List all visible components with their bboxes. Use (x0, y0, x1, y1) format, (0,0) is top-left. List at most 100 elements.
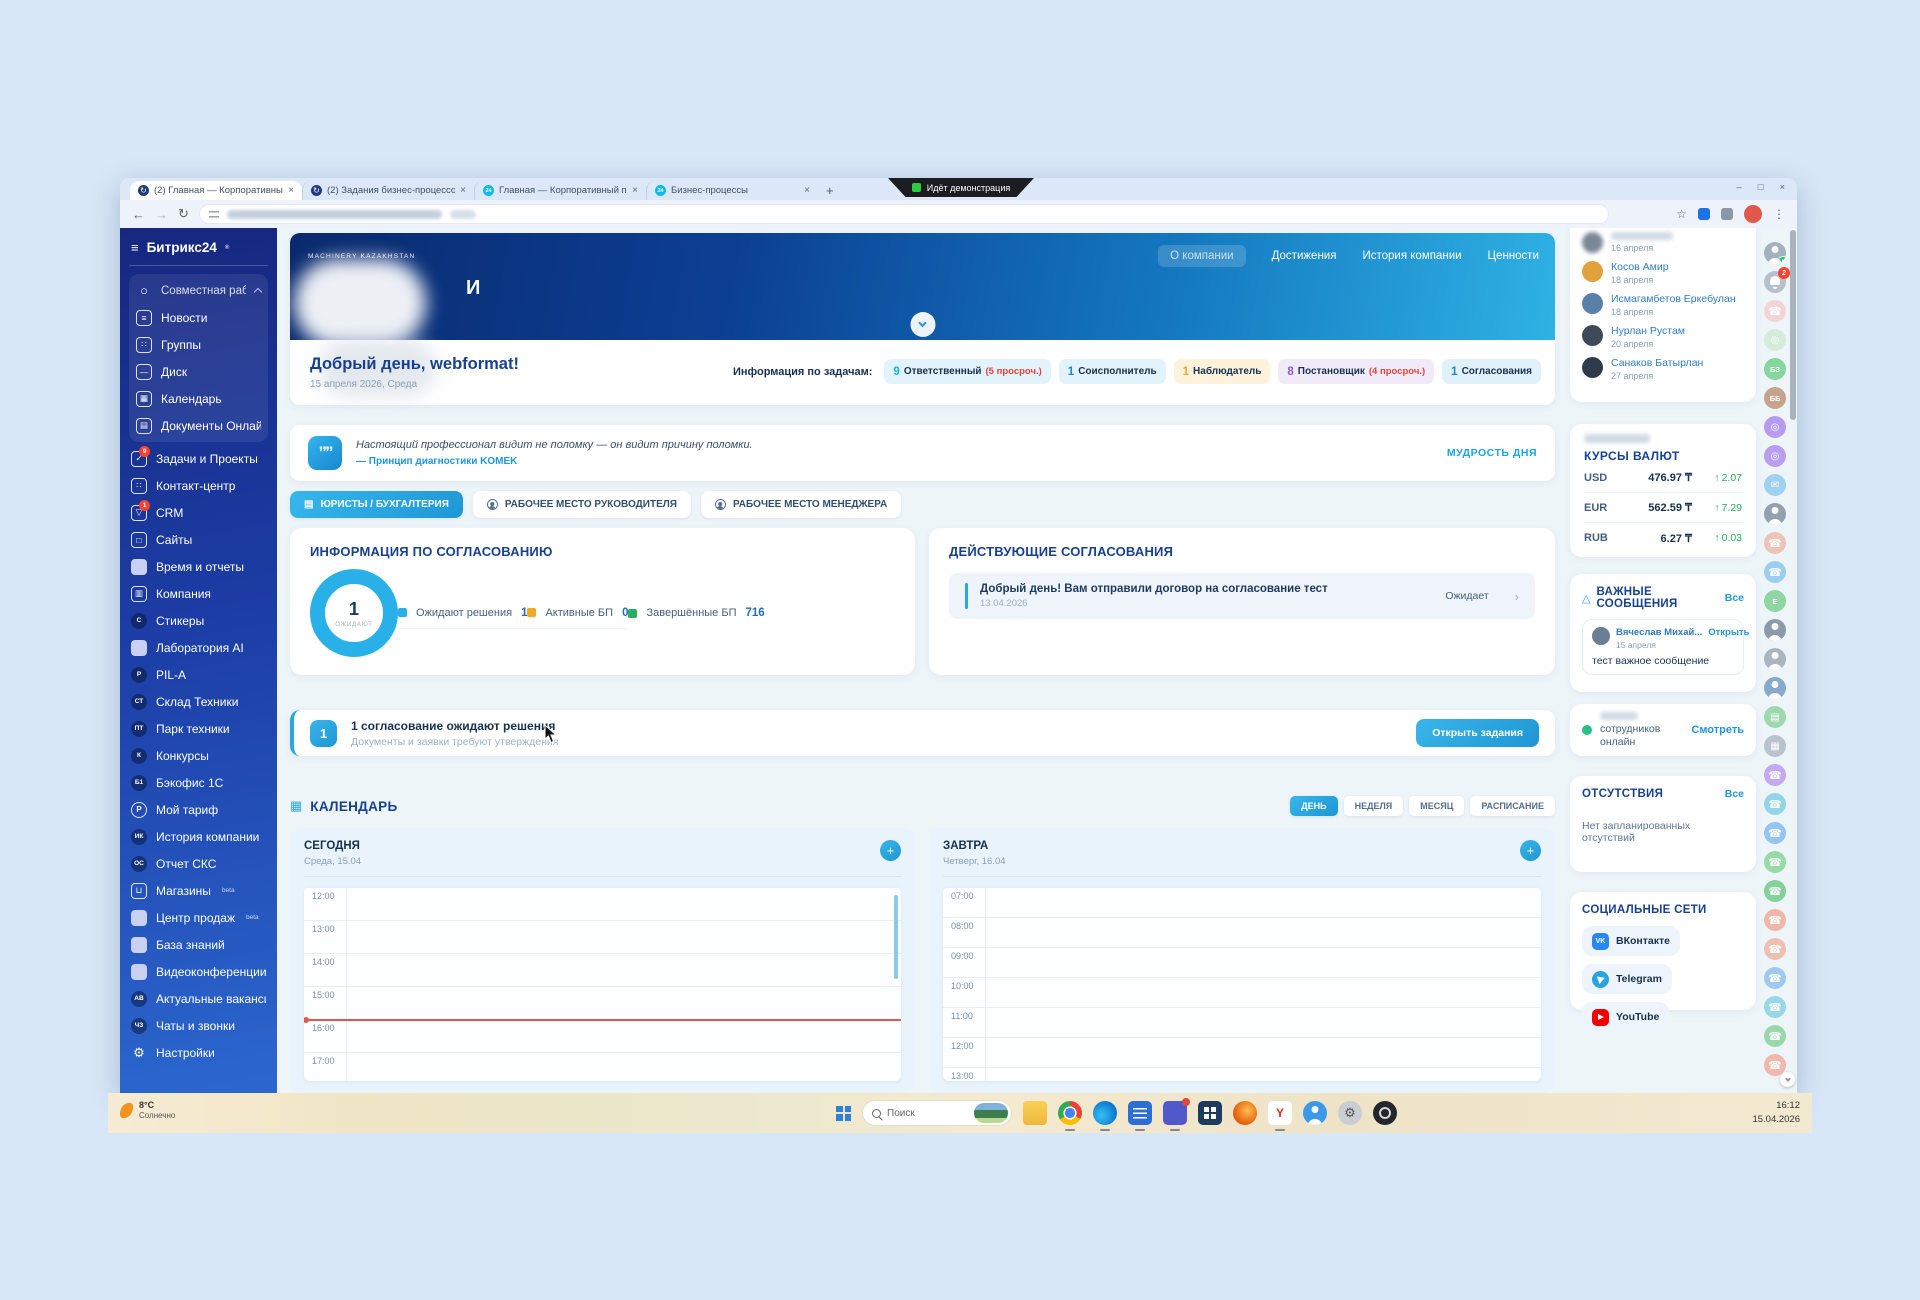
sidebar-item[interactable]: ▽ 1 CRM (129, 499, 268, 526)
see-link[interactable]: Смотреть (1691, 724, 1744, 736)
hour-row[interactable]: 07:00 (943, 887, 1541, 917)
sidebar-item[interactable]: ОС Отчет СКС (129, 850, 268, 877)
social-button[interactable]: YouTube (1582, 1002, 1670, 1032)
rail-contact-icon[interactable] (1764, 300, 1786, 322)
window-minimize-button[interactable]: – (1736, 182, 1742, 193)
hour-row[interactable]: 12:00 (943, 1037, 1541, 1067)
sidebar-item[interactable]: ЧЗ Чаты и звонки (129, 1012, 268, 1039)
taskbar-app-icon[interactable] (1233, 1101, 1257, 1125)
all-link[interactable]: Все (1724, 592, 1744, 604)
rail-contact-icon[interactable]: ▦ (1764, 735, 1786, 757)
open-link[interactable]: Открыть (1708, 627, 1750, 638)
profile-avatar[interactable] (1744, 205, 1762, 223)
birthday-row[interactable]: Санаков Батырлан 27 апреля (1582, 357, 1744, 381)
birthday-name[interactable]: Исмагамбетов Еркебулан (1611, 293, 1736, 306)
taskbar-app-icon[interactable] (1338, 1101, 1362, 1125)
notifications-bell-icon[interactable]: 2 (1764, 267, 1790, 293)
site-settings-icon[interactable] (208, 210, 219, 218)
tab-close-icon[interactable]: × (804, 185, 810, 196)
sidebar-item[interactable]: ≡ Новости (134, 304, 263, 331)
sidebar-item[interactable]: База знаний (129, 931, 268, 958)
user-status-icon[interactable] (1764, 242, 1786, 264)
task-role-badge[interactable]: 9 Ответственный (5 просроч.) (884, 359, 1051, 384)
sidebar-item[interactable]: АВ Актуальные вакансии ... (129, 985, 268, 1012)
taskbar-app-icon[interactable] (1198, 1101, 1222, 1125)
extensions-puzzle-icon[interactable] (1721, 208, 1733, 220)
banner-nav-item[interactable]: История компании (1362, 250, 1462, 262)
forward-button[interactable]: → (155, 206, 168, 222)
browser-tab[interactable]: 24 Главная — Корпоративный п... × (474, 181, 646, 200)
sidebar-item[interactable]: Лаборатория AI (129, 634, 268, 661)
workspace-tab[interactable]: РАБОЧЕЕ МЕСТО РУКОВОДИТЕЛЯ (472, 491, 691, 518)
hour-row[interactable]: 14:00 (304, 953, 901, 986)
screen-share-demo-badge[interactable]: Идёт демонстрация (888, 178, 1034, 197)
task-role-badge[interactable]: 8 Постановщик (4 просроч.) (1278, 359, 1435, 384)
taskbar-app-icon[interactable] (1303, 1101, 1327, 1125)
all-link[interactable]: Все (1724, 788, 1744, 800)
rail-contact-icon[interactable] (1764, 619, 1786, 641)
tab-close-icon[interactable]: × (460, 185, 466, 196)
rail-contact-icon[interactable] (1764, 880, 1786, 902)
hour-row[interactable]: 13:00 (943, 1067, 1541, 1081)
chevron-right-icon[interactable]: › (1514, 588, 1519, 604)
sidebar-item[interactable]: Время и отчеты (129, 553, 268, 580)
rail-contact-icon[interactable] (1764, 793, 1786, 815)
sidebar-item[interactable]: ▤ Документы Онлайн (134, 412, 263, 439)
sidebar-item[interactable]: ∷ Группы (134, 331, 263, 358)
sidebar-group-header[interactable]: ○ Совместная работа (134, 277, 263, 304)
taskbar-search[interactable]: Поиск (862, 1100, 1012, 1126)
calendar-view-pill[interactable]: НЕДЕЛЯ (1343, 796, 1404, 816)
taskbar-app-icon[interactable] (1128, 1101, 1152, 1125)
calendar-scrollbar[interactable] (894, 895, 898, 979)
sidebar-item[interactable]: К Конкурсы (129, 742, 268, 769)
birthday-name[interactable]: Санаков Батырлан (1611, 357, 1704, 370)
sidebar-item[interactable]: ПТ Парк техники (129, 715, 268, 742)
extension-icon[interactable] (1698, 208, 1710, 220)
message-author[interactable]: Вячеслав Михай... (1616, 627, 1703, 638)
add-event-button[interactable]: + (880, 840, 901, 861)
important-message-card[interactable]: Вячеслав Михай... 15 апреля Открыть тест … (1582, 619, 1749, 675)
legend-row[interactable]: Активные БП 0 (527, 598, 629, 629)
sidebar-item[interactable]: ▦ Календарь (134, 385, 263, 412)
birthday-row[interactable]: Косов Амир 18 апреля (1582, 261, 1744, 285)
hour-row[interactable]: 09:00 (943, 947, 1541, 977)
rail-contact-icon[interactable]: E (1764, 590, 1786, 612)
taskbar-app-icon[interactable] (1093, 1101, 1117, 1125)
rail-contact-icon[interactable] (1764, 822, 1786, 844)
browser-tab[interactable]: ↻ (2) Задания бизнес-процессов × (302, 181, 474, 200)
sidebar-item[interactable]: С Стикеры (129, 607, 268, 634)
workspace-tab[interactable]: ▤ ЮРИСТЫ / БУХГАЛТЕРИЯ (290, 491, 463, 518)
taskbar-app-icon[interactable] (1268, 1101, 1292, 1125)
rail-contact-icon[interactable]: ◎ (1764, 329, 1786, 351)
rail-contact-icon[interactable] (1764, 503, 1786, 525)
legend-row[interactable]: Завершённые БП 716 (628, 598, 765, 629)
rail-contact-icon[interactable]: ◎ (1764, 416, 1786, 438)
browser-menu-icon[interactable]: ⋮ (1773, 207, 1785, 221)
sidebar-item[interactable]: Центр продаж beta (129, 904, 268, 931)
rail-contact-icon[interactable] (1764, 909, 1786, 931)
legend-row[interactable]: Ожидают решения 1 (398, 598, 528, 629)
bitrix-logo[interactable]: ≡ Битрикс24 ® (129, 238, 268, 263)
taskbar-weather[interactable]: 8°C Солнечно (120, 1100, 175, 1120)
rail-contact-icon[interactable] (1764, 561, 1786, 583)
tab-close-icon[interactable]: × (632, 185, 638, 196)
rail-contact-icon[interactable]: БЗ (1764, 358, 1786, 380)
calendar-view-pill[interactable]: РАСПИСАНИЕ (1470, 796, 1555, 816)
approval-item[interactable]: Добрый день! Вам отправили договор на со… (949, 573, 1535, 619)
open-tasks-button[interactable]: Открыть задания (1416, 719, 1539, 747)
add-event-button[interactable]: + (1520, 840, 1541, 861)
rail-contact-icon[interactable] (1764, 938, 1786, 960)
sidebar-item[interactable]: Б1 Бэкофис 1С (129, 769, 268, 796)
taskbar-app-icon[interactable] (1023, 1101, 1047, 1125)
hour-row[interactable]: 16:00 (304, 1019, 901, 1052)
browser-tab[interactable]: 24 Бизнес-процессы × (646, 181, 818, 200)
sidebar-item[interactable]: ⊔ Магазины beta (129, 877, 268, 904)
rail-contact-icon[interactable]: ◎ (1764, 445, 1786, 467)
scroll-down-button[interactable] (1780, 1072, 1795, 1087)
back-button[interactable]: ← (132, 206, 145, 222)
banner-nav-item[interactable]: Достижения (1271, 250, 1337, 262)
sidebar-item[interactable]: □ Сайты (129, 526, 268, 553)
hour-row[interactable]: 08:00 (943, 917, 1541, 947)
banner-expand-button[interactable] (910, 312, 935, 337)
task-role-badge[interactable]: 1 Согласования (1442, 359, 1541, 384)
